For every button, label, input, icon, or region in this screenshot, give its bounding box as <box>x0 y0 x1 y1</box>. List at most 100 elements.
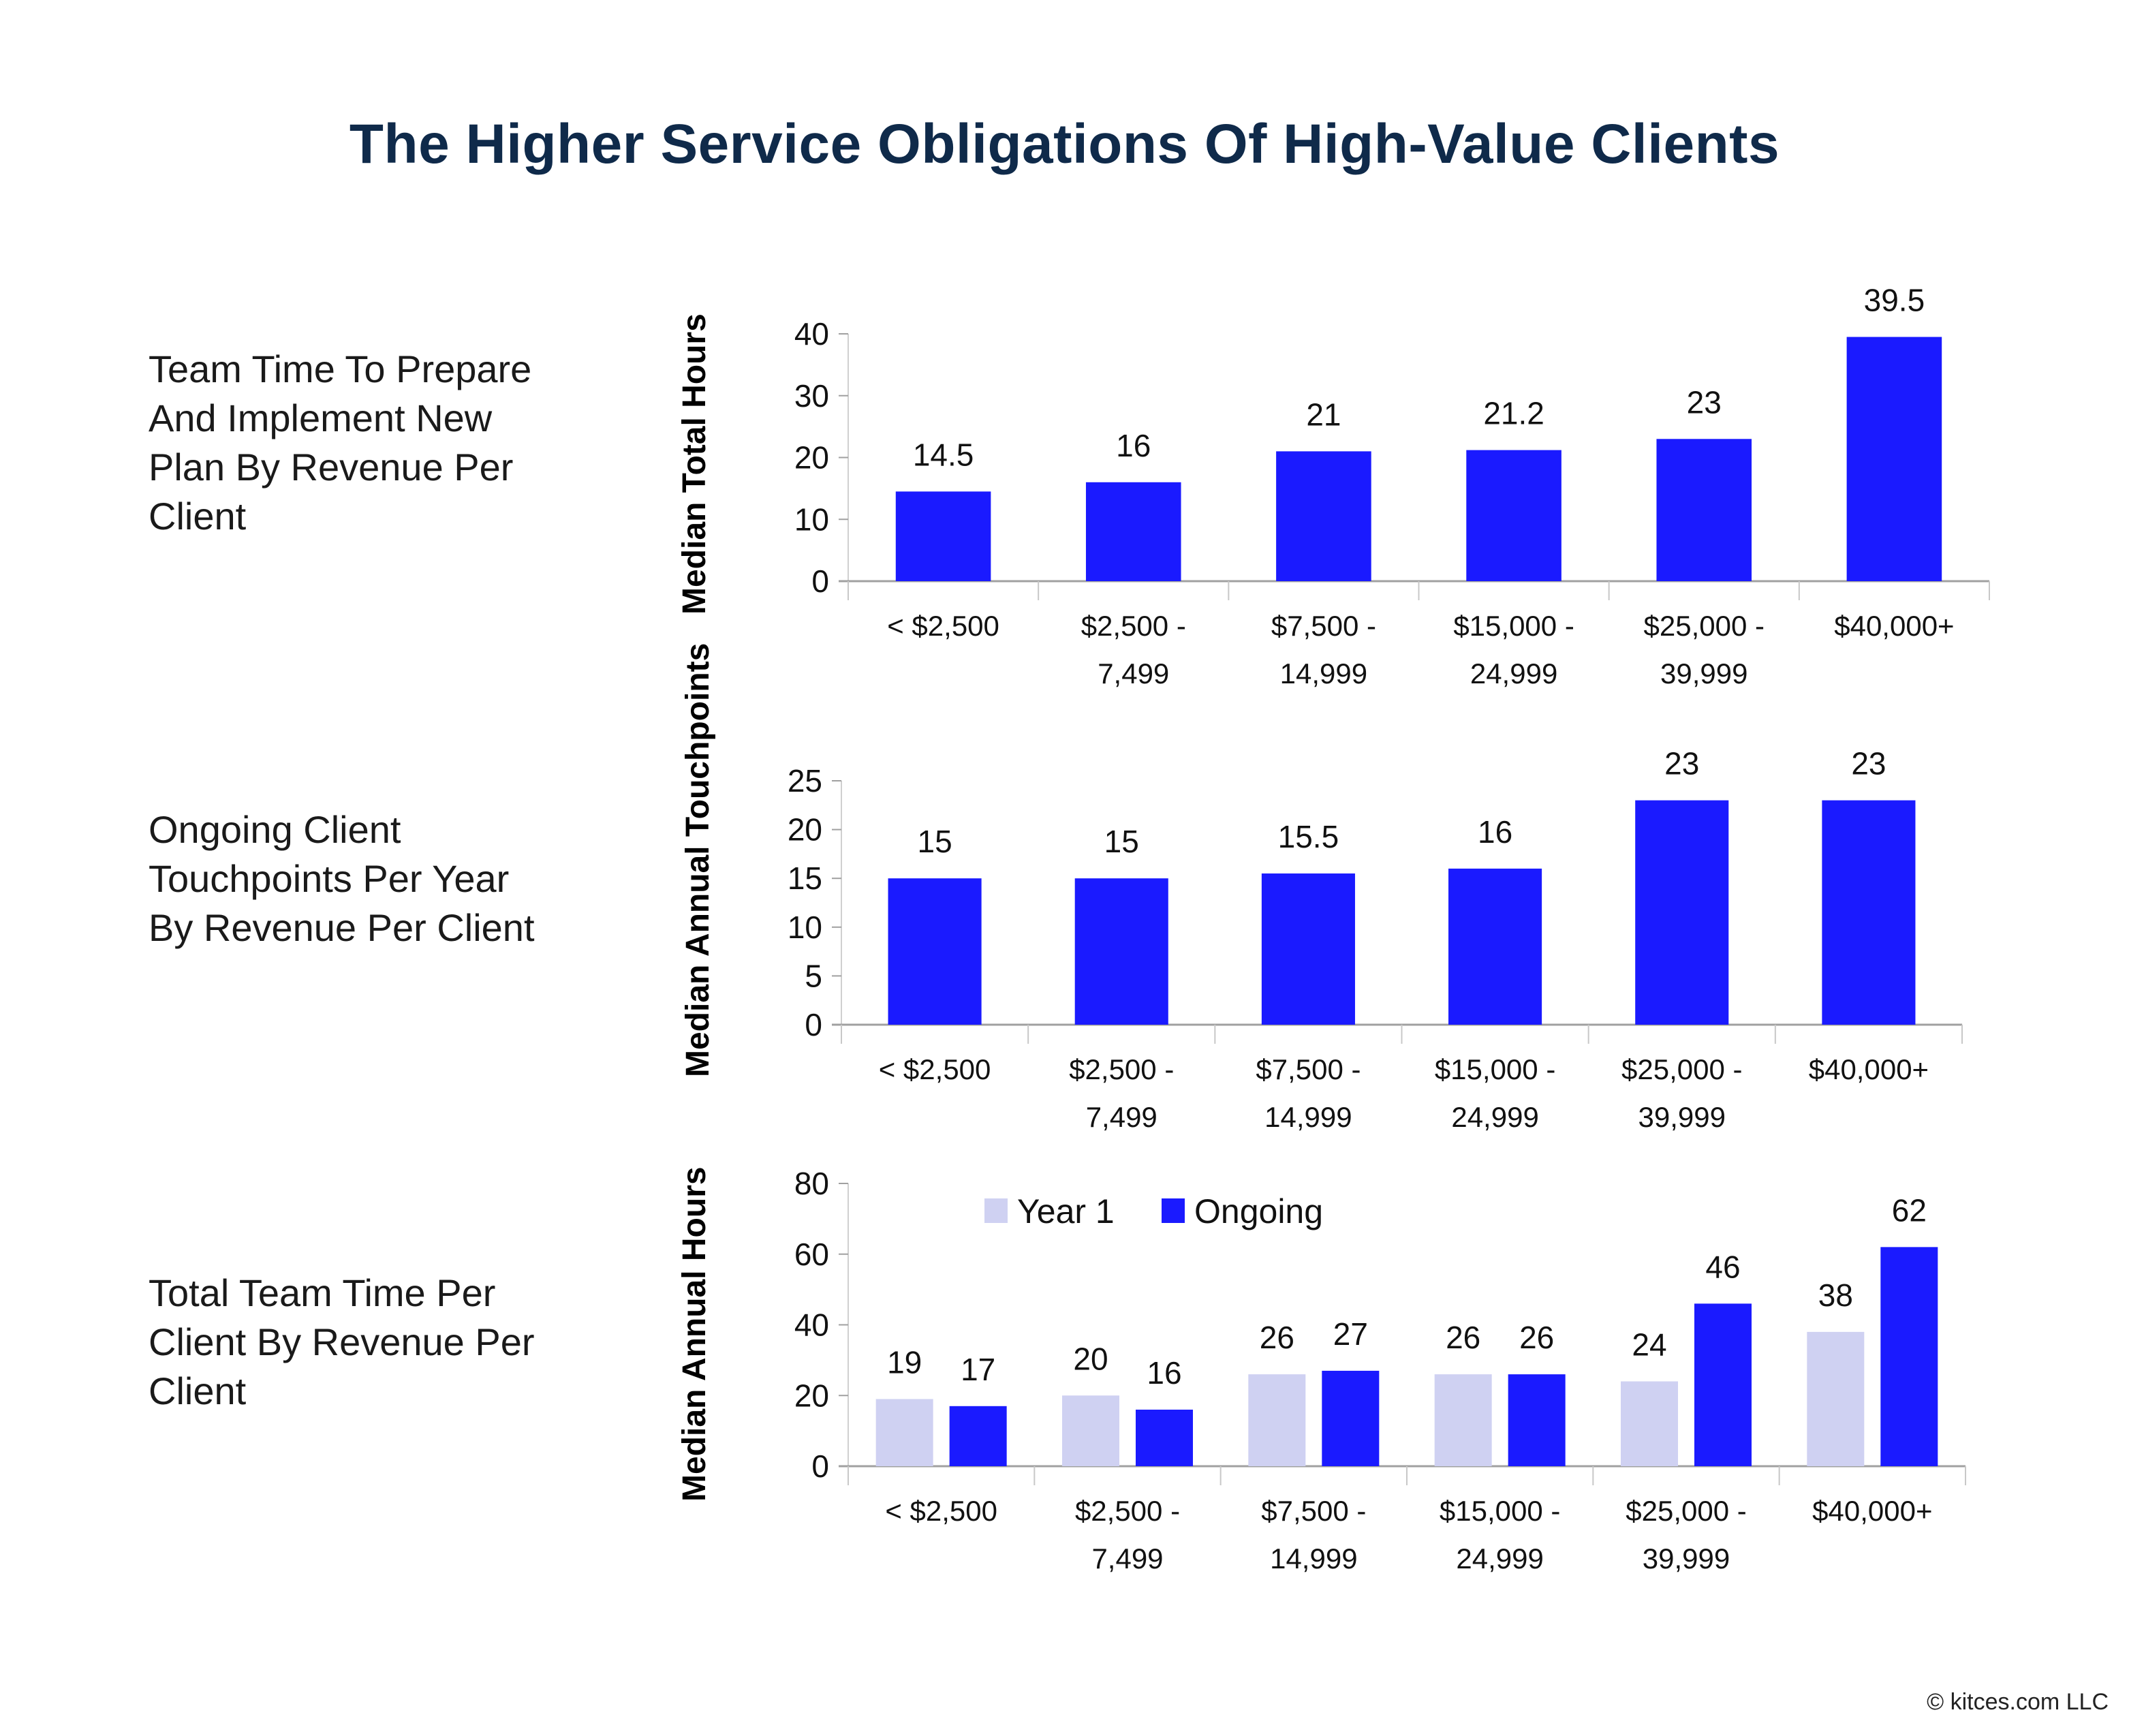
bar-ongoing <box>895 491 991 581</box>
data-label: 46 <box>1705 1249 1740 1284</box>
x-tick-label: $15,000 - <box>1435 1053 1555 1085</box>
bar-year-1 <box>875 1399 933 1466</box>
x-tick-label: 7,499 <box>1091 1543 1163 1575</box>
bar-ongoing <box>1448 868 1542 1025</box>
row-label-new-plan-time: Team Time To Prepare And Implement New P… <box>149 347 532 538</box>
data-label: 23 <box>1851 746 1886 781</box>
bar-ongoing <box>1656 439 1752 581</box>
y-tick-label: 10 <box>788 910 822 945</box>
data-label: 16 <box>1147 1355 1181 1391</box>
y-tick-label: 0 <box>805 1007 822 1042</box>
data-label: 26 <box>1519 1320 1554 1355</box>
x-tick-label: $40,000+ <box>1812 1495 1932 1527</box>
bar-ongoing <box>888 878 982 1025</box>
bar-ongoing <box>949 1406 1007 1466</box>
x-tick-label: < $2,500 <box>879 1053 991 1085</box>
x-tick-label: $2,500 - <box>1081 610 1186 642</box>
x-tick-label: 39,999 <box>1643 1543 1730 1575</box>
bar-ongoing <box>1635 800 1729 1025</box>
data-label: 38 <box>1818 1277 1853 1313</box>
data-label: 21.2 <box>1483 396 1544 431</box>
data-label: 15 <box>917 824 952 859</box>
data-label: 21 <box>1306 397 1341 432</box>
x-tick-label: $15,000 - <box>1453 610 1574 642</box>
y-tick-label: 5 <box>805 958 822 993</box>
x-tick-label: $15,000 - <box>1440 1495 1560 1527</box>
x-tick-label: $25,000 - <box>1644 610 1765 642</box>
data-label: 27 <box>1333 1316 1368 1352</box>
x-tick-label: $25,000 - <box>1621 1053 1742 1085</box>
y-tick-label: 0 <box>811 563 829 599</box>
data-label: 16 <box>1116 428 1151 463</box>
y-tick-label: 20 <box>794 1378 829 1413</box>
data-label: 15 <box>1104 824 1139 859</box>
x-tick-label: $7,500 - <box>1271 610 1376 642</box>
y-tick-label: 80 <box>794 1166 829 1201</box>
bar-ongoing <box>1136 1410 1193 1466</box>
x-tick-label: 24,999 <box>1456 1543 1543 1575</box>
bar-ongoing <box>1261 873 1355 1025</box>
data-label: 14.5 <box>913 437 974 472</box>
data-label: 19 <box>887 1344 922 1380</box>
y-tick-label: 30 <box>794 378 829 414</box>
x-tick-label: $7,500 - <box>1261 1495 1366 1527</box>
x-tick-label: 14,999 <box>1264 1101 1352 1133</box>
data-label: 15.5 <box>1278 819 1339 854</box>
data-label: 17 <box>961 1352 995 1387</box>
x-tick-label: 14,999 <box>1280 657 1367 689</box>
data-label: 20 <box>1073 1341 1108 1376</box>
x-tick-label: < $2,500 <box>887 610 999 642</box>
row-label-total-time: Total Team Time Per Client By Revenue Pe… <box>149 1271 535 1412</box>
data-label: 26 <box>1446 1320 1480 1355</box>
x-tick-label: $2,500 - <box>1069 1053 1174 1085</box>
x-tick-label: $2,500 - <box>1075 1495 1180 1527</box>
bar-ongoing <box>1322 1370 1380 1466</box>
y-tick-label: 10 <box>794 501 829 537</box>
bar-ongoing <box>1694 1303 1752 1466</box>
copyright-credit: © kitces.com LLC <box>1927 1689 2109 1715</box>
data-label: 23 <box>1664 746 1699 781</box>
bar-ongoing <box>1880 1247 1938 1466</box>
bar-ongoing <box>1822 800 1916 1025</box>
bar-ongoing <box>1508 1374 1566 1466</box>
bar-year-1 <box>1807 1331 1865 1466</box>
bar-ongoing <box>1466 450 1561 581</box>
row-label-touchpoints: Ongoing Client Touchpoints Per Year By R… <box>149 808 535 949</box>
y-tick-label: 20 <box>794 440 829 476</box>
x-tick-label: 24,999 <box>1451 1101 1538 1133</box>
bar-year-1 <box>1434 1374 1492 1466</box>
y-tick-label: 0 <box>811 1448 829 1484</box>
bar-ongoing <box>1085 482 1181 581</box>
bar-ongoing <box>1074 878 1168 1025</box>
data-label: 24 <box>1632 1327 1666 1363</box>
y-tick-label: 15 <box>788 861 822 896</box>
x-tick-label: 7,499 <box>1098 657 1169 689</box>
data-label: 26 <box>1260 1320 1294 1355</box>
data-label: 39.5 <box>1864 283 1925 318</box>
y-tick-label: 25 <box>788 763 822 799</box>
data-label: 62 <box>1892 1192 1927 1228</box>
x-tick-label: 7,499 <box>1086 1101 1157 1133</box>
bar-year-1 <box>1621 1381 1678 1466</box>
x-tick-label: $25,000 - <box>1626 1495 1746 1527</box>
legend-label: Year 1 <box>1017 1192 1115 1230</box>
legend-swatch-ongoing <box>1162 1198 1185 1223</box>
legend-label: Ongoing <box>1194 1192 1323 1230</box>
bar-year-1 <box>1248 1374 1306 1466</box>
data-label: 23 <box>1687 384 1722 420</box>
x-tick-label: 24,999 <box>1470 657 1557 689</box>
y-tick-label: 40 <box>794 316 829 352</box>
x-tick-label: 39,999 <box>1638 1101 1726 1133</box>
data-label: 16 <box>1478 814 1512 850</box>
bar-ongoing <box>1276 451 1371 581</box>
x-tick-label: $40,000+ <box>1834 610 1954 642</box>
bar-year-1 <box>1062 1395 1119 1466</box>
y-tick-label: 60 <box>794 1237 829 1272</box>
x-tick-label: $7,500 - <box>1256 1053 1361 1085</box>
y-tick-label: 20 <box>788 812 822 848</box>
x-tick-label: 14,999 <box>1270 1543 1357 1575</box>
x-tick-label: < $2,500 <box>885 1495 997 1527</box>
